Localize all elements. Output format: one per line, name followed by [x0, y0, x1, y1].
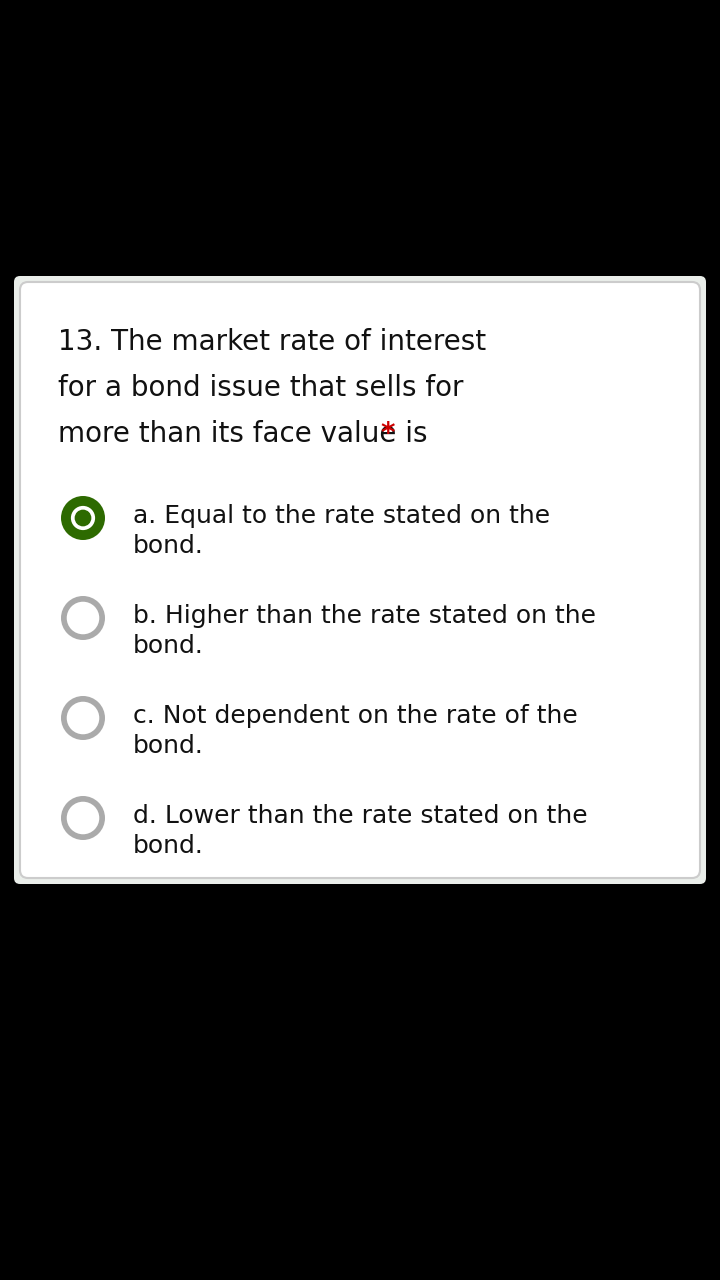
Text: b. Higher than the rate stated on the: b. Higher than the rate stated on the — [133, 604, 596, 628]
Ellipse shape — [61, 696, 105, 740]
Text: bond.: bond. — [133, 634, 204, 658]
FancyBboxPatch shape — [20, 282, 700, 878]
Text: d. Lower than the rate stated on the: d. Lower than the rate stated on the — [133, 804, 588, 828]
Text: for a bond issue that sells for: for a bond issue that sells for — [58, 374, 464, 402]
Ellipse shape — [67, 801, 99, 835]
Text: *: * — [380, 420, 395, 448]
Ellipse shape — [67, 602, 99, 635]
Text: bond.: bond. — [133, 733, 204, 758]
Text: 13. The market rate of interest: 13. The market rate of interest — [58, 328, 486, 356]
FancyBboxPatch shape — [14, 276, 706, 884]
Text: more than its face value is: more than its face value is — [58, 420, 436, 448]
Ellipse shape — [75, 509, 91, 526]
Text: c. Not dependent on the rate of the: c. Not dependent on the rate of the — [133, 704, 577, 728]
Ellipse shape — [61, 596, 105, 640]
Ellipse shape — [61, 495, 105, 540]
Text: bond.: bond. — [133, 534, 204, 558]
Text: bond.: bond. — [133, 835, 204, 858]
Ellipse shape — [61, 796, 105, 840]
Ellipse shape — [67, 701, 99, 735]
Text: a. Equal to the rate stated on the: a. Equal to the rate stated on the — [133, 504, 550, 527]
Ellipse shape — [71, 506, 95, 530]
